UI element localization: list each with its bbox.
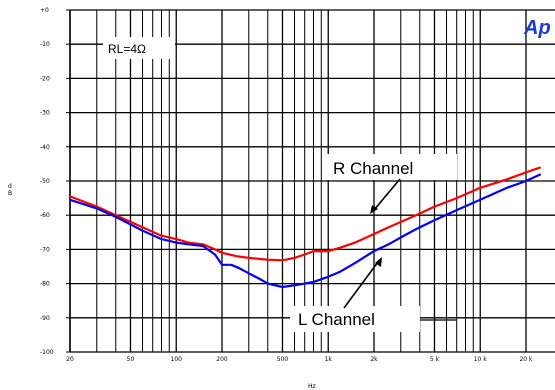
y-tick-label: -90	[40, 315, 50, 322]
y-tick-label: -40	[40, 144, 50, 151]
y-tick-label: -70	[40, 246, 50, 253]
l-channel-arrow	[343, 261, 379, 309]
y-tick-label: -80	[40, 281, 50, 288]
tick-labels: +0 -10 -20 -30 -40 -50 -60 -70 -80 -90 -100 20 50 100…	[40, 7, 533, 363]
x-tick-label: 2k	[370, 356, 378, 363]
x-tick-label: 1k	[325, 356, 333, 363]
x-tick-label: 50	[127, 356, 135, 363]
x-tick-label: 500	[277, 356, 289, 363]
x-tick-label: 100	[171, 356, 183, 363]
y-tick-label: -100	[40, 349, 54, 356]
y-tick-label: -20	[40, 75, 50, 82]
load-label: RL=4Ω	[108, 42, 146, 56]
series-line-r-channel	[69, 166, 542, 262]
x-tick-label: 5 k	[430, 356, 440, 363]
r-channel-arrow	[373, 178, 401, 211]
x-tick-label: 20	[66, 356, 74, 363]
y-axis-label-b: B	[8, 190, 12, 197]
y-tick-label: +0	[40, 7, 49, 14]
l-channel-arrowhead	[375, 257, 382, 267]
l-channel-label-background	[290, 306, 420, 332]
major-grid	[69, 9, 555, 353]
load-label-background	[103, 37, 175, 59]
y-tick-label: -60	[40, 212, 50, 219]
ap-logo: Ap	[523, 17, 551, 39]
y-tick-label: -50	[40, 178, 50, 185]
y-tick-label: -30	[40, 110, 50, 117]
l-channel-label: L Channel	[298, 310, 375, 329]
x-tick-label: 10 k	[474, 356, 488, 363]
r-channel-label-background	[327, 154, 457, 180]
series-layer	[69, 166, 542, 289]
series-line-l-channel	[69, 173, 542, 289]
x-axis-label: Hz	[308, 383, 316, 390]
y-axis-label-d: d	[8, 183, 12, 190]
r-channel-arrowhead	[370, 205, 378, 214]
y-tick-label: -10	[40, 41, 50, 48]
x-tick-label: 200	[216, 356, 228, 363]
r-channel-label: R Channel	[333, 159, 413, 178]
x-tick-label: 20 k	[519, 356, 533, 363]
